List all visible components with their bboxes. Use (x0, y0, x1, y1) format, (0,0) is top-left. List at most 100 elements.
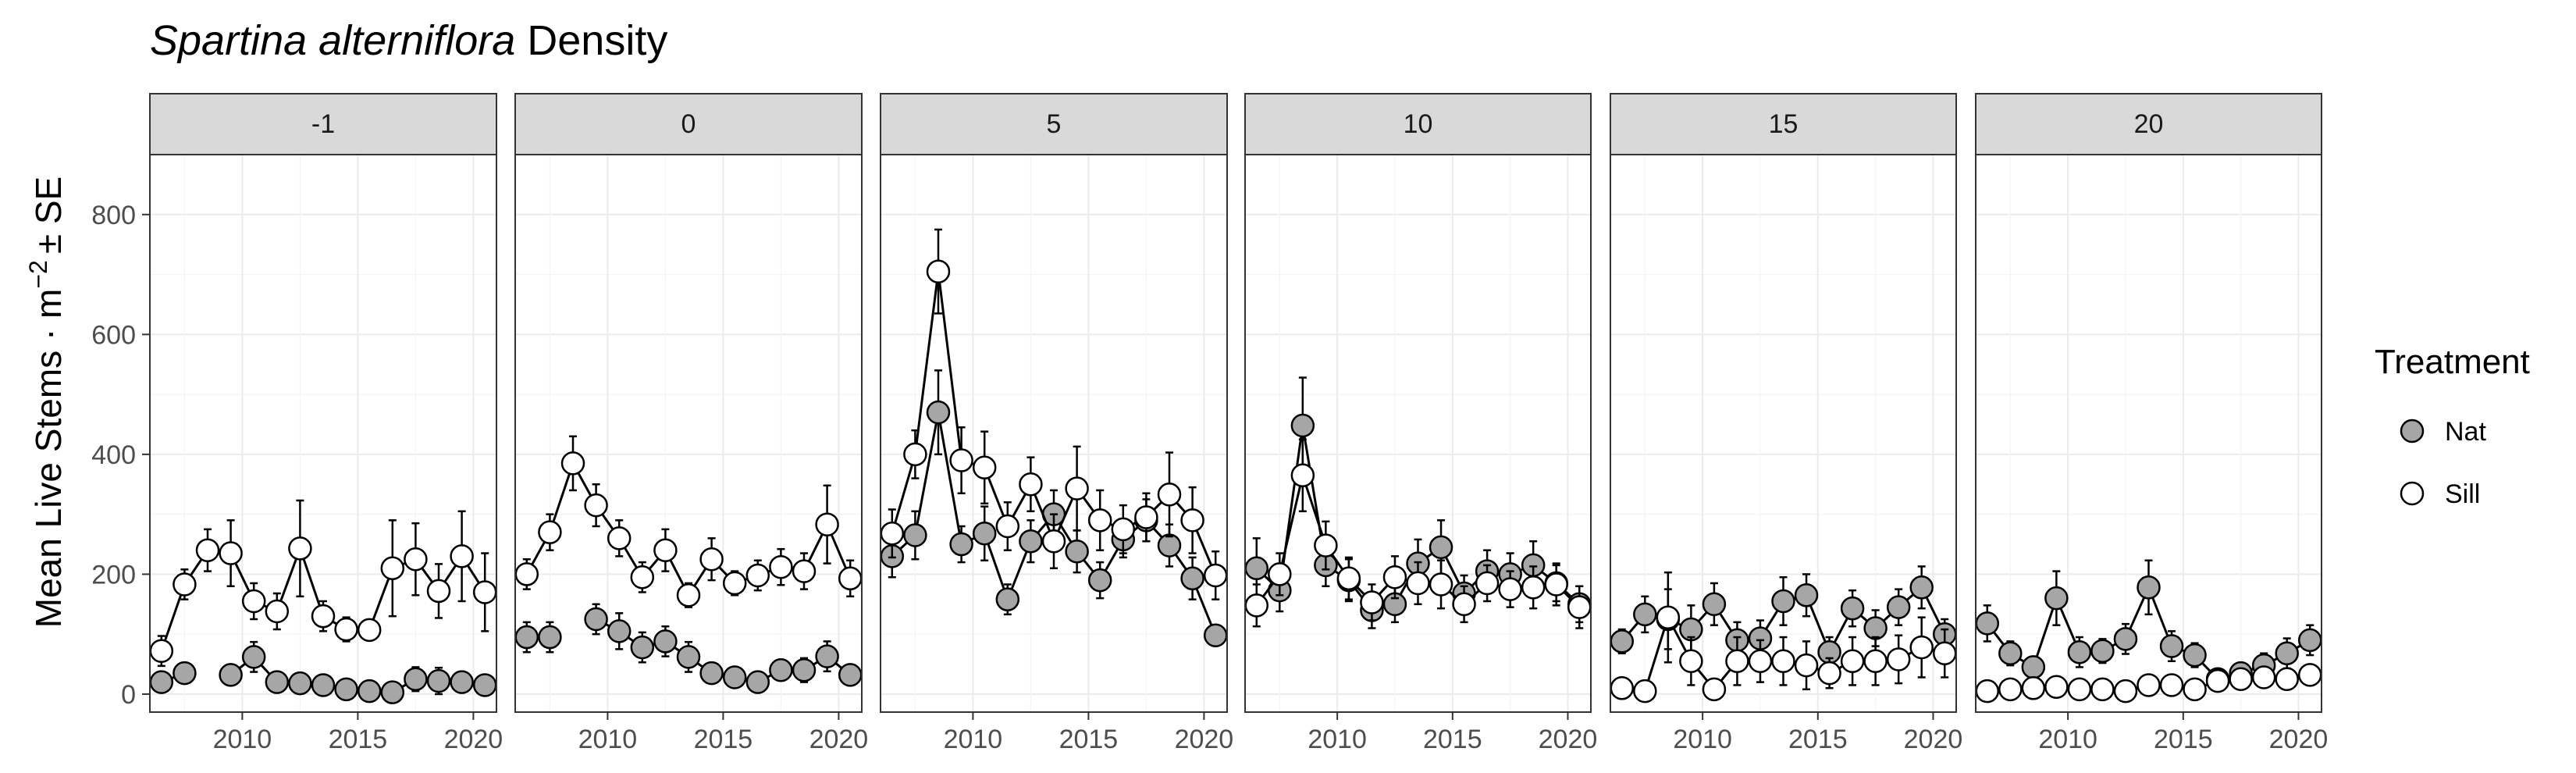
data-point (654, 630, 676, 652)
legend-key-nat (2401, 420, 2423, 442)
data-point (243, 590, 265, 612)
data-point (2184, 644, 2206, 666)
data-point (1634, 604, 1656, 625)
facet-panel: 5 2010 2015 2020 (881, 94, 1233, 754)
data-point (997, 589, 1019, 611)
data-point (2230, 668, 2252, 690)
facet-plot-area (1976, 155, 2322, 712)
y-axis-label-tail: ± SE (28, 176, 69, 254)
data-point (2253, 666, 2275, 688)
data-point (289, 672, 311, 694)
data-point (1568, 597, 1590, 618)
data-point (1976, 680, 1998, 702)
data-point (1066, 478, 1088, 500)
legend-label-nat: Nat (2445, 417, 2486, 447)
data-point (2299, 664, 2321, 686)
data-point (701, 548, 723, 570)
data-point (474, 674, 496, 696)
data-point (2161, 674, 2183, 696)
data-point (1292, 465, 1314, 486)
x-tick-label: 2020 (1175, 725, 1234, 754)
data-point (973, 522, 995, 544)
data-point (1246, 557, 1268, 579)
x-tick-label: 2015 (1059, 725, 1119, 754)
data-point (1749, 650, 1771, 672)
data-point (585, 608, 607, 630)
x-tick-label: 2020 (809, 725, 869, 754)
data-point (197, 540, 219, 561)
data-point (747, 671, 769, 693)
data-point (1865, 618, 1887, 639)
data-point (266, 600, 288, 622)
y-tick-label: 400 (91, 440, 136, 470)
data-point (951, 450, 973, 472)
data-point (678, 646, 699, 668)
data-point (839, 664, 861, 686)
data-point (428, 580, 450, 602)
data-point (1546, 573, 1567, 595)
data-point (1361, 592, 1382, 614)
data-point (358, 680, 380, 702)
data-point (1182, 509, 1204, 531)
data-point (839, 568, 861, 590)
data-point (1019, 473, 1041, 495)
y-axis-label: Mean Live Stems · m−2 ± SE (24, 176, 69, 628)
data-point (404, 668, 426, 690)
data-point (2069, 679, 2090, 700)
y-tick-label: 800 (91, 201, 136, 230)
facet-strip-label: 20 (2134, 109, 2164, 139)
data-point (1773, 650, 1795, 672)
data-point (1841, 597, 1863, 619)
data-point (539, 522, 560, 543)
data-point (451, 545, 473, 567)
legend-title: Treatment (2375, 343, 2530, 381)
data-point (1611, 677, 1633, 699)
x-tick-label: 2015 (329, 725, 388, 754)
chart-title: Spartina alterniflora Density (150, 17, 667, 64)
data-point (1182, 568, 1204, 590)
x-tick-label: 2010 (213, 725, 272, 754)
data-point (1703, 679, 1725, 700)
data-point (1795, 654, 1817, 676)
data-point (585, 494, 607, 516)
chart-title-italic: Spartina alterniflora (150, 17, 515, 64)
data-point (2161, 636, 2183, 657)
data-point (632, 636, 653, 658)
data-point (2091, 640, 2113, 662)
data-point (1476, 572, 1498, 594)
data-point (1865, 650, 1887, 672)
data-point (1019, 530, 1041, 552)
data-point (289, 537, 311, 559)
data-point (1976, 612, 1998, 634)
data-point (2184, 679, 2206, 700)
data-point (243, 646, 265, 668)
data-point (562, 452, 584, 474)
data-point (904, 525, 926, 547)
data-point (904, 443, 926, 465)
data-point (1292, 415, 1314, 436)
data-point (220, 664, 242, 686)
facet-panel: 102010 2015 2020 (1245, 94, 1597, 754)
data-point (997, 515, 1019, 537)
legend-key-sill (2401, 483, 2423, 504)
data-point (1204, 565, 1226, 586)
data-point (1888, 597, 1909, 618)
data-point (1338, 568, 1360, 590)
data-point (1841, 650, 1863, 672)
facet-strip-label: 5 (1047, 109, 1062, 139)
data-point (1407, 572, 1429, 594)
data-point (1268, 563, 1290, 585)
legend-label-sill: Sill (2445, 479, 2480, 509)
chart-title-rest: Density (515, 17, 667, 64)
data-point (927, 401, 949, 423)
data-point (951, 533, 973, 555)
data-point (1611, 630, 1633, 652)
facet-strip-label: 15 (1769, 109, 1799, 139)
data-point (1204, 625, 1226, 647)
x-tick-label: 2020 (2269, 725, 2329, 754)
y-tick-label: 600 (91, 320, 136, 350)
x-tick-label: 2015 (1788, 725, 1848, 754)
y-tick-label: 200 (91, 560, 136, 590)
data-point (358, 619, 380, 641)
y-axis-label-superscript: −2 (24, 260, 52, 288)
